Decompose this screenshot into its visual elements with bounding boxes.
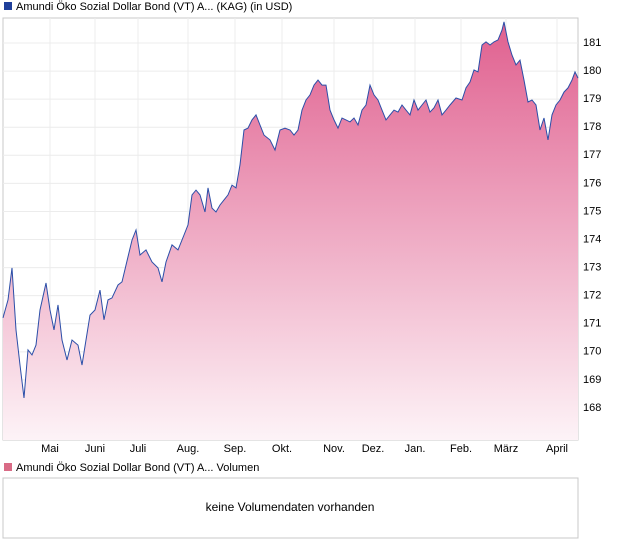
y-tick-label: 176: [583, 177, 601, 189]
y-tick-label: 170: [583, 346, 601, 358]
y-tick-label: 169: [583, 374, 601, 386]
legend-swatch: [4, 2, 12, 10]
x-tick-label: Sep.: [224, 443, 247, 455]
y-tick-label: 178: [583, 121, 601, 133]
x-tick-label: Nov.: [323, 443, 345, 455]
x-tick-label: Aug.: [177, 443, 200, 455]
y-tick-label: 171: [583, 318, 601, 330]
x-tick-label: Feb.: [450, 443, 472, 455]
volume-title: Amundi Öko Sozial Dollar Bond (VT) A... …: [16, 462, 259, 474]
x-tick-label: April: [546, 443, 568, 455]
y-tick-label: 173: [583, 262, 601, 274]
x-tick-label: Jan.: [405, 443, 426, 455]
y-tick-label: 175: [583, 205, 601, 217]
chart-title: Amundi Öko Sozial Dollar Bond (VT) A... …: [16, 1, 292, 13]
volume-note: keine Volumendaten vorhanden: [206, 500, 375, 514]
y-tick-label: 172: [583, 290, 601, 302]
price-area: [3, 21, 578, 441]
y-tick-label: 180: [583, 65, 601, 77]
y-tick-label: 179: [583, 93, 601, 105]
y-tick-label: 181: [583, 37, 601, 49]
y-tick-label: 168: [583, 402, 601, 414]
price-line: [2, 21, 579, 398]
x-tick-label: Juni: [85, 443, 105, 455]
y-tick-label: 174: [583, 233, 601, 245]
x-tick-label: Juli: [130, 443, 147, 455]
x-tick-label: März: [494, 443, 518, 455]
y-tick-label: 177: [583, 149, 601, 161]
x-tick-label: Dez.: [362, 443, 385, 455]
x-tick-label: Mai: [41, 443, 59, 455]
x-tick-label: Okt.: [272, 443, 292, 455]
volume-frame: [2, 477, 579, 539]
legend-swatch: [4, 463, 12, 471]
